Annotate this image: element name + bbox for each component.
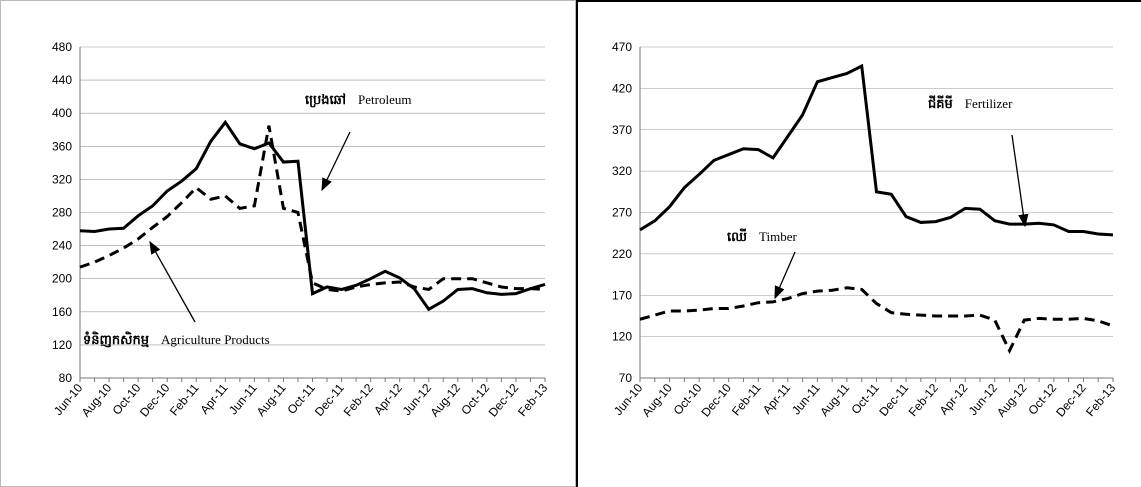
x-tick-label: Aug-11 [254,381,289,419]
x-tick-label: Feb-11 [729,381,764,419]
x-tick-label: Feb-12 [341,381,376,419]
series-line [79,125,546,293]
y-tick-label: 80 [59,371,73,385]
label-km: ទំនិញកសិកម្ម [83,331,149,348]
y-tick-label: 160 [52,305,72,319]
arrow [774,251,796,300]
y-tick-label: 280 [52,206,72,220]
y-tick-label: 360 [52,139,72,153]
x-tick-label: Dec-10 [137,381,173,420]
x-tick-label: Jun-11 [789,381,823,418]
y-tick-label: 270 [612,206,632,220]
label-en: Agriculture Products [161,332,270,347]
x-tick-label: Dec-12 [486,381,522,420]
x-tick-label: Aug-10 [639,381,675,420]
series-line [79,119,546,312]
y-tick-label: 400 [52,106,72,120]
arrow [149,240,196,323]
x-tick-label: Aug-12 [994,381,1030,420]
y-tick-label: 220 [612,247,632,261]
x-tick-label: Dec-11 [312,381,347,419]
y-tick-label: 320 [52,172,72,186]
label-km: ឈើ [727,228,747,244]
series-label: ប្រេងឆៅ Petroleum [305,92,411,108]
y-tick-label: 370 [612,123,632,137]
y-tick-label: 240 [52,239,72,253]
y-tick-label: 170 [612,288,632,302]
x-tick-label: Apr-11 [760,381,794,417]
x-tick-label: Dec-10 [698,381,734,420]
label-km: ជីគីមី [928,95,953,111]
series-label: ជីគីមី Fertilizer [928,95,1013,111]
series-line [639,63,1114,237]
label-en: Fertilizer [965,96,1013,111]
arrow [321,131,351,192]
x-tick-label: Aug-11 [817,381,852,419]
series-label: ឈើ Timber [727,228,797,244]
arrow [1011,134,1029,228]
x-tick-label: Aug-10 [79,381,115,420]
x-tick-label: Apr-11 [197,381,231,417]
x-tick-label: Feb-13 [515,381,550,419]
y-tick-label: 120 [612,330,632,344]
x-tick-label: Apr-12 [937,381,971,418]
y-tick-label: 480 [52,40,72,54]
x-tick-label: Feb-13 [1083,381,1118,419]
x-tick-label: Dec-11 [876,381,911,419]
y-tick-label: 420 [612,81,632,95]
x-tick-label: Apr-12 [371,381,405,418]
x-tick-label: Aug-12 [428,381,464,420]
label-km: ប្រេងឆៅ [305,92,346,108]
y-tick-label: 320 [612,164,632,178]
x-tick-label: Feb-11 [167,381,202,419]
label-en: Timber [759,229,797,244]
series-label: ទំនិញកសិកម្ម Agriculture Products [83,331,270,348]
y-tick-label: 200 [52,272,72,286]
series-line [639,286,1114,355]
y-tick-label: 120 [52,338,72,352]
y-tick-label: 470 [612,40,632,54]
x-tick-label: Dec-12 [1053,381,1089,420]
y-tick-label: 70 [619,371,633,385]
y-tick-label: 440 [52,73,72,87]
right-panel [576,0,1141,487]
label-en: Petroleum [358,92,411,107]
x-tick-label: Feb-12 [906,381,941,419]
